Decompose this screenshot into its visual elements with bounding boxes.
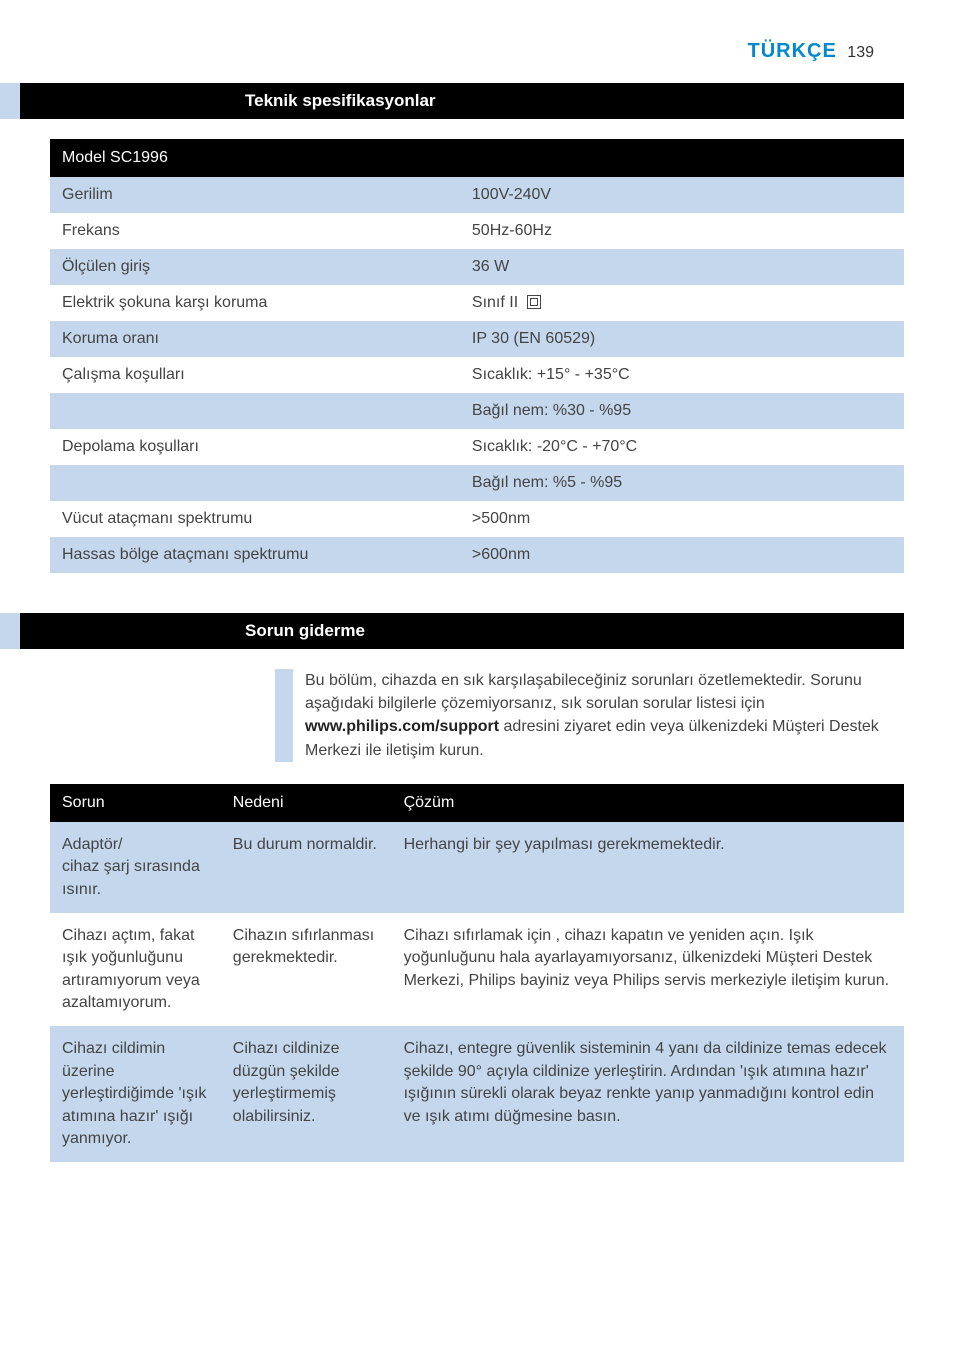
specs-row: Depolama koşullarıSıcaklık: -20°C - +70°… bbox=[50, 429, 904, 465]
trouble-table: Sorun Nedeni Çözüm Adaptör/ cihaz şarj s… bbox=[50, 784, 904, 1163]
th-cause: Nedeni bbox=[221, 784, 392, 822]
specs-label: Hassas bölge ataçmanı spektrumu bbox=[50, 537, 460, 573]
th-solution: Çözüm bbox=[392, 784, 904, 822]
trouble-cause: Bu durum normaldir. bbox=[221, 822, 392, 913]
heading-text: Teknik spesifikasyonlar bbox=[245, 91, 904, 111]
trouble-solution: Cihazı sıfırlamak için , cihazı kapatın … bbox=[392, 913, 904, 1027]
trouble-row: Adaptör/ cihaz şarj sırasında ısınır.Bu … bbox=[50, 822, 904, 913]
trouble-solution: Herhangi bir şey yapılması gerekmemekted… bbox=[392, 822, 904, 913]
trouble-cause: Cihazın sıfırlanması gerekmektedir. bbox=[221, 913, 392, 1027]
heading-bar: Teknik spesifikasyonlar bbox=[20, 83, 904, 119]
specs-row: Bağıl nem: %30 - %95 bbox=[50, 393, 904, 429]
specs-label: Vücut ataçmanı spektrumu bbox=[50, 501, 460, 537]
specs-label: Ölçülen giriş bbox=[50, 249, 460, 285]
specs-value: 36 W bbox=[460, 249, 904, 285]
intro-accent bbox=[275, 669, 293, 762]
specs-table-header: Model SC1996 bbox=[50, 139, 904, 177]
specs-label: Çalışma koşulları bbox=[50, 357, 460, 393]
specs-table: Model SC1996 Gerilim100V-240VFrekans50Hz… bbox=[50, 139, 904, 573]
intro-part1: Bu bölüm, cihazda en sık karşılaşabilece… bbox=[305, 672, 862, 712]
specs-label: Gerilim bbox=[50, 177, 460, 213]
specs-label: Depolama koşulları bbox=[50, 429, 460, 465]
trouble-problem: Cihazı cildimin üzerine yerleştirdiğimde… bbox=[50, 1026, 221, 1162]
intro-bold: www.philips.com/support bbox=[305, 718, 499, 735]
specs-row: Koruma oranıIP 30 (EN 60529) bbox=[50, 321, 904, 357]
language-label: TÜRKÇE bbox=[748, 40, 837, 62]
specs-row: Vücut ataçmanı spektrumu>500nm bbox=[50, 501, 904, 537]
specs-value: Sıcaklık: +15° - +35°C bbox=[460, 357, 904, 393]
intro-text: Bu bölüm, cihazda en sık karşılaşabilece… bbox=[293, 669, 904, 762]
specs-label bbox=[50, 393, 460, 429]
specs-row: Hassas bölge ataçmanı spektrumu>600nm bbox=[50, 537, 904, 573]
trouble-problem: Adaptör/ cihaz şarj sırasında ısınır. bbox=[50, 822, 221, 913]
trouble-row: Cihazı açtım, fakat ışık yoğunluğunu art… bbox=[50, 913, 904, 1027]
accent-block bbox=[0, 83, 20, 119]
specs-row: Frekans50Hz-60Hz bbox=[50, 213, 904, 249]
trouble-problem: Cihazı açtım, fakat ışık yoğunluğunu art… bbox=[50, 913, 221, 1027]
specs-value: Sıcaklık: -20°C - +70°C bbox=[460, 429, 904, 465]
intro-row: Bu bölüm, cihazda en sık karşılaşabilece… bbox=[50, 669, 904, 762]
specs-label: Elektrik şokuna karşı koruma bbox=[50, 285, 460, 321]
specs-value: Sınıf II bbox=[460, 285, 904, 321]
page-number: 139 bbox=[847, 44, 874, 61]
section-heading-specs: Teknik spesifikasyonlar bbox=[0, 83, 904, 119]
specs-label: Koruma oranı bbox=[50, 321, 460, 357]
class-ii-icon bbox=[527, 295, 541, 309]
specs-label: Frekans bbox=[50, 213, 460, 249]
trouble-cause: Cihazı cildinize düzgün şekilde yerleşti… bbox=[221, 1026, 392, 1162]
specs-row: Gerilim100V-240V bbox=[50, 177, 904, 213]
trouble-solution: Cihazı, entegre güvenlik sisteminin 4 ya… bbox=[392, 1026, 904, 1162]
specs-value: 100V-240V bbox=[460, 177, 904, 213]
specs-value: >500nm bbox=[460, 501, 904, 537]
specs-value: IP 30 (EN 60529) bbox=[460, 321, 904, 357]
specs-row: Bağıl nem: %5 - %95 bbox=[50, 465, 904, 501]
specs-value: Bağıl nem: %5 - %95 bbox=[460, 465, 904, 501]
heading-text: Sorun giderme bbox=[245, 621, 904, 641]
page-header: TÜRKÇE 139 bbox=[0, 40, 904, 63]
specs-label bbox=[50, 465, 460, 501]
specs-row: Elektrik şokuna karşı korumaSınıf II bbox=[50, 285, 904, 321]
accent-block bbox=[0, 613, 20, 649]
specs-value: Bağıl nem: %30 - %95 bbox=[460, 393, 904, 429]
section-heading-trouble: Sorun giderme bbox=[0, 613, 904, 649]
specs-value: 50Hz-60Hz bbox=[460, 213, 904, 249]
th-problem: Sorun bbox=[50, 784, 221, 822]
specs-row: Ölçülen giriş36 W bbox=[50, 249, 904, 285]
heading-bar: Sorun giderme bbox=[20, 613, 904, 649]
specs-value: >600nm bbox=[460, 537, 904, 573]
specs-row: Çalışma koşullarıSıcaklık: +15° - +35°C bbox=[50, 357, 904, 393]
trouble-row: Cihazı cildimin üzerine yerleştirdiğimde… bbox=[50, 1026, 904, 1162]
